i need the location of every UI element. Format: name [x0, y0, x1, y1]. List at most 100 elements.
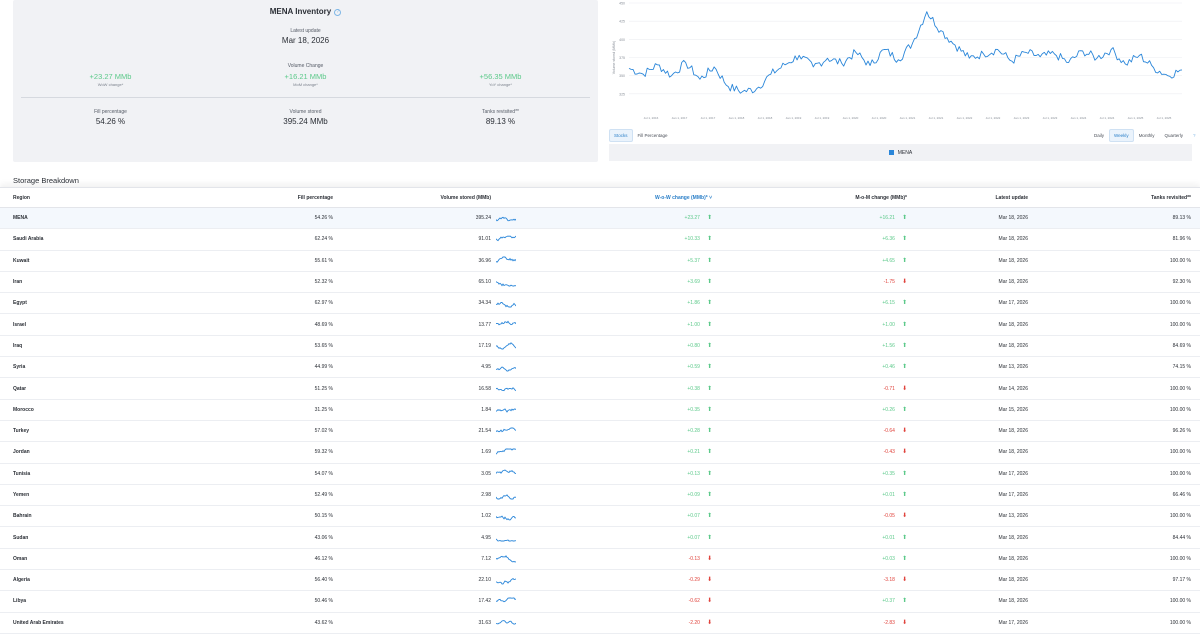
arrow-up-icon: ⬆: [706, 215, 712, 222]
header-wow-change[interactable]: W-o-W change (MMb)* ˅: [655, 194, 712, 201]
summary-divider: [21, 97, 590, 98]
table-row[interactable]: Algeria 56.40 % 22.10 -0.29 ⬇ -3.18 ⬇ Mar 18, 2…: [0, 570, 1200, 592]
wow-cell: -2.20 ⬇: [689, 613, 712, 633]
tab-weekly[interactable]: Weekly: [1109, 129, 1134, 142]
mom-cell: -0.05 ⬇: [884, 506, 907, 526]
yoy-change-value: +56.35 MMb: [479, 72, 522, 81]
wow-cell: +23.27 ⬆: [685, 208, 712, 228]
table-row[interactable]: Morocco 31.25 % 1.84 +0.35 ⬆ +0.26 ⬆ Mar 15, 20…: [0, 400, 1200, 421]
arrow-up-icon: ⬆: [706, 300, 712, 307]
latest-update-cell: Mar 18, 2026: [998, 428, 1028, 435]
tanks-cell: 84.69 %: [1172, 342, 1191, 349]
sparkline-path: [496, 469, 516, 475]
volume-sparkline: [496, 314, 516, 334]
y-axis-title: Volume stored (MMb): [612, 41, 616, 74]
table-header: Region Fill percentage Volume stored (MM…: [0, 187, 1200, 208]
tab-fill-percentage[interactable]: Fill Percentage: [637, 133, 668, 138]
table-row[interactable]: Iran 52.32 % 65.10 +3.69 ⬆ -1.75 ⬇ Mar 18, 2026…: [0, 272, 1200, 294]
tab-daily[interactable]: Daily: [1094, 133, 1105, 138]
table-row[interactable]: Bahrain 50.15 % 1.02 +0.07 ⬆ -0.05 ⬇ Mar 13, 20…: [0, 506, 1200, 528]
latest-update-cell: Mar 18, 2026: [998, 279, 1028, 286]
x-tick-label: Jan 1, 2019: [786, 116, 802, 120]
header-fill-percentage[interactable]: Fill percentage: [297, 194, 333, 201]
volume-sparkline: [496, 570, 516, 590]
sparkline-path: [496, 597, 516, 603]
tab-quarterly[interactable]: Quarterly: [1164, 133, 1183, 138]
volume-line-chart: 450 425 400 375 350 325 Volume stored (MMb) Jul…: [612, 2, 1183, 120]
volume-sparkline: [496, 272, 516, 292]
table-row[interactable]: Yemen 52.49 % 2.98 +0.09 ⬆ +0.01 ⬆ Mar 17, 2026…: [0, 485, 1200, 507]
volume-sparkline: [496, 485, 516, 505]
help-icon[interactable]: ?: [334, 9, 342, 16]
tab-monthly[interactable]: Monthly: [1138, 133, 1155, 138]
legend-label-mena[interactable]: MENA: [897, 149, 913, 156]
wow-cell: -0.13 ⬇: [689, 549, 712, 569]
table-row[interactable]: Tunisia 54.07 % 3.05 +0.13 ⬆ +0.35 ⬆ Mar 17, 20…: [0, 464, 1200, 485]
region-cell: Tunisia: [13, 470, 31, 477]
latest-update-cell: Mar 18, 2026: [998, 342, 1028, 349]
fill-cell: 48.69 %: [314, 321, 333, 328]
header-volume-stored[interactable]: Volume stored (MMb): [440, 194, 491, 201]
tab-stocks[interactable]: Stocks: [609, 129, 633, 142]
table-row[interactable]: Iraq 53.65 % 17.19 +0.80 ⬆ +1.56 ⬆ Mar 18, 2026…: [0, 336, 1200, 358]
mom-cell: +6.15 ⬆: [882, 293, 907, 313]
mom-cell: +0.37 ⬆: [882, 591, 907, 611]
wow-cell-value: +23.27: [684, 215, 700, 222]
header-region[interactable]: Region: [13, 194, 30, 201]
sparkline-path: [496, 235, 516, 242]
latest-update-cell: Mar 18, 2026: [998, 449, 1028, 456]
table-row[interactable]: Kuwait 55.61 % 36.96 +5.37 ⬆ +4.65 ⬆ Mar 18, 20…: [0, 251, 1200, 272]
wow-change-block: +23.27 MMb WoW change*: [13, 72, 208, 87]
fill-cell: 50.46 %: [314, 598, 333, 605]
volume-cell: 4.95: [481, 364, 491, 371]
table-row[interactable]: MENA 54.26 % 395.24 +23.27 ⬆ +16.21 ⬆ Mar 18, 2…: [0, 208, 1200, 230]
mom-cell-value: +0.35: [882, 470, 895, 477]
latest-update-cell: Mar 18, 2026: [998, 534, 1028, 541]
table-row[interactable]: Syria 44.99 % 4.95 +0.59 ⬆ +0.46 ⬆ Mar 13, 2026…: [0, 357, 1200, 379]
sparkline-path: [496, 342, 516, 350]
table-row[interactable]: Qatar 51.25 % 16.58 +0.38 ⬆ -0.71 ⬇ Mar 14, 202…: [0, 378, 1200, 400]
mom-cell-value: +6.15: [882, 300, 895, 307]
table-row[interactable]: Sudan 43.06 % 4.95 +0.07 ⬆ +0.01 ⬆ Mar 18, 2026…: [0, 527, 1200, 549]
fill-cell: 54.07 %: [314, 470, 333, 477]
tanks-cell: 100.00 %: [1169, 300, 1191, 307]
region-cell: Libya: [13, 598, 27, 605]
arrow-up-icon: ⬆: [901, 555, 907, 562]
header-latest-update[interactable]: Latest update: [995, 194, 1028, 201]
sparkline-path: [496, 555, 516, 563]
x-tick-label: Jan 1, 2024: [1071, 116, 1087, 120]
latest-update-cell: Mar 18, 2026: [998, 321, 1028, 328]
period-help-icon[interactable]: ?: [1192, 133, 1196, 138]
table-row[interactable]: Saudi Arabia 62.24 % 91.01 +10.33 ⬆ +6.36 ⬆ Mar…: [0, 229, 1200, 251]
table-row[interactable]: Libya 50.46 % 17.42 -0.62 ⬇ +0.37 ⬆ Mar 18, 202…: [0, 591, 1200, 613]
table-row[interactable]: Turkey 57.02 % 21.54 +0.28 ⬆ -0.64 ⬇ Mar 18, 20…: [0, 421, 1200, 443]
table-row[interactable]: Egypt 62.97 % 34.34 +1.86 ⬆ +6.15 ⬆ Mar 17, 202…: [0, 293, 1200, 315]
wow-cell: +0.21 ⬆: [687, 442, 712, 462]
table-row[interactable]: Oman 46.12 % 7.12 -0.13 ⬇ +0.03 ⬆ Mar 18, 2026 1…: [0, 549, 1200, 571]
table-row[interactable]: Jordan 59.32 % 1.69 +0.21 ⬆ -0.43 ⬇ Mar 18, 202…: [0, 442, 1200, 464]
wow-cell-value: +0.13: [687, 470, 700, 477]
header-tanks-revisited[interactable]: Tanks revisited**: [1151, 194, 1191, 201]
mom-change-block: +16.21 MMb MoM change*: [208, 72, 403, 87]
table-row[interactable]: Israel 48.69 % 13.77 +1.00 ⬆ +1.00 ⬆ Mar 18, 20…: [0, 314, 1200, 336]
volume-cell: 13.77: [478, 321, 491, 328]
volume-cell: 21.54: [478, 428, 491, 435]
fill-cell: 31.25 %: [314, 406, 333, 413]
x-tick-label: Jul 1, 2024: [1100, 116, 1115, 120]
wow-cell-value: +0.35: [687, 406, 700, 413]
volume-cell: 36.96: [478, 257, 491, 264]
x-tick-label: Jan 1, 2022: [957, 116, 973, 120]
mom-cell: -1.75 ⬇: [884, 272, 907, 292]
x-tick-label: Jul 1, 2019: [815, 116, 830, 120]
wow-cell-value: -0.29: [688, 577, 700, 584]
header-mom-change[interactable]: M-o-M change (MMb)*: [855, 194, 907, 201]
fill-cell: 56.40 %: [314, 577, 333, 584]
wow-cell-value: +0.21: [687, 449, 700, 456]
region-cell: Qatar: [13, 385, 27, 392]
table-row[interactable]: United Arab Emirates 43.62 % 31.63 -2.20 ⬇ -2…: [0, 613, 1200, 634]
x-tick-label: Jul 1, 2021: [929, 116, 944, 120]
volume-sparkline: [496, 421, 516, 441]
x-tick-label: Jul 1, 2025: [1157, 116, 1172, 120]
mom-cell-value: +0.01: [882, 492, 895, 498]
wow-cell-value: +0.38: [687, 385, 700, 392]
